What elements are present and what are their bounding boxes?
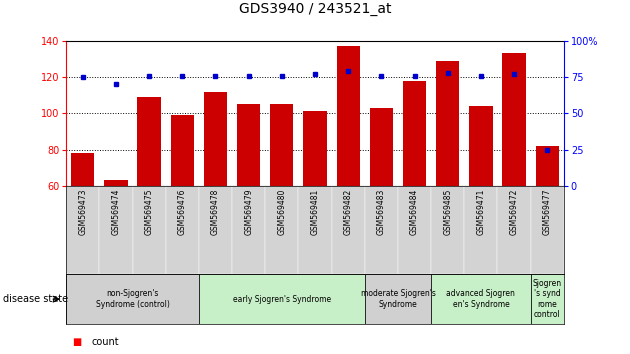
Bar bbox=[365, 186, 398, 274]
Bar bbox=[137, 97, 161, 295]
Text: count: count bbox=[91, 337, 119, 347]
Bar bbox=[370, 108, 393, 295]
Bar bbox=[464, 186, 498, 274]
Bar bbox=[71, 153, 94, 295]
Bar bbox=[237, 104, 260, 295]
Bar bbox=[270, 104, 294, 295]
Bar bbox=[403, 81, 426, 295]
Text: disease state: disease state bbox=[3, 294, 68, 304]
Text: GSM569475: GSM569475 bbox=[145, 188, 154, 235]
Bar bbox=[199, 274, 365, 324]
Bar bbox=[304, 112, 326, 295]
Text: early Sjogren's Syndrome: early Sjogren's Syndrome bbox=[232, 295, 331, 304]
Bar bbox=[530, 274, 564, 324]
Text: GSM569480: GSM569480 bbox=[277, 188, 286, 235]
Text: non-Sjogren's
Syndrome (control): non-Sjogren's Syndrome (control) bbox=[96, 290, 169, 309]
Bar bbox=[105, 181, 127, 295]
Bar bbox=[66, 274, 199, 324]
Bar bbox=[199, 186, 232, 274]
Bar bbox=[469, 106, 493, 295]
Text: GSM569482: GSM569482 bbox=[344, 188, 353, 235]
Text: ■: ■ bbox=[72, 337, 82, 347]
Bar bbox=[299, 186, 331, 274]
Text: GSM569472: GSM569472 bbox=[510, 188, 518, 235]
Bar bbox=[171, 115, 194, 295]
Bar bbox=[265, 186, 299, 274]
Text: GSM569471: GSM569471 bbox=[476, 188, 485, 235]
Bar bbox=[431, 186, 464, 274]
Bar bbox=[336, 46, 360, 295]
Text: GSM569484: GSM569484 bbox=[410, 188, 419, 235]
Bar bbox=[398, 186, 431, 274]
Bar bbox=[530, 186, 564, 274]
Bar bbox=[331, 186, 365, 274]
Text: advanced Sjogren
en's Syndrome: advanced Sjogren en's Syndrome bbox=[447, 290, 515, 309]
Text: GSM569474: GSM569474 bbox=[112, 188, 120, 235]
Bar bbox=[166, 186, 199, 274]
Bar bbox=[100, 186, 132, 274]
Text: moderate Sjogren's
Syndrome: moderate Sjogren's Syndrome bbox=[360, 290, 435, 309]
Text: GSM569481: GSM569481 bbox=[311, 188, 319, 235]
Bar bbox=[536, 146, 559, 295]
Text: GSM569477: GSM569477 bbox=[543, 188, 552, 235]
Bar bbox=[66, 186, 100, 274]
Bar bbox=[498, 186, 530, 274]
Bar bbox=[503, 53, 525, 295]
Bar bbox=[365, 274, 431, 324]
Text: GSM569483: GSM569483 bbox=[377, 188, 386, 235]
Bar bbox=[436, 61, 459, 295]
Bar bbox=[132, 186, 166, 274]
Text: GSM569479: GSM569479 bbox=[244, 188, 253, 235]
Text: GSM569476: GSM569476 bbox=[178, 188, 186, 235]
Text: GSM569485: GSM569485 bbox=[444, 188, 452, 235]
Text: GSM569478: GSM569478 bbox=[211, 188, 220, 235]
Bar bbox=[232, 186, 265, 274]
Bar bbox=[431, 274, 530, 324]
Text: Sjogren
's synd
rome
control: Sjogren 's synd rome control bbox=[533, 279, 562, 319]
Text: GSM569473: GSM569473 bbox=[78, 188, 87, 235]
Text: GDS3940 / 243521_at: GDS3940 / 243521_at bbox=[239, 2, 391, 16]
Bar bbox=[204, 92, 227, 295]
